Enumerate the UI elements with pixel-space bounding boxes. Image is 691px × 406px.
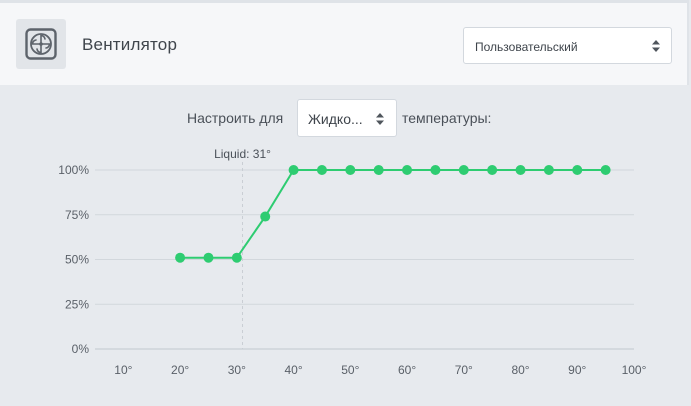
curve-point[interactable] xyxy=(458,165,469,175)
page-title: Вентилятор xyxy=(82,35,178,54)
x-tick-label: 90° xyxy=(568,363,586,377)
curve-point[interactable] xyxy=(600,165,611,175)
fan-header: Вентилятор Пользовательский xyxy=(0,0,689,85)
x-tick-label: 20° xyxy=(171,363,189,377)
fan-curve-chart[interactable]: Liquid: 31° 10° 20° 30° 40° 50° 60° 70° 80° 90° 1… xyxy=(0,140,691,406)
y-tick-label: 75% xyxy=(65,208,89,222)
temperature-label: температуры: xyxy=(402,110,492,126)
curve-point[interactable] xyxy=(572,165,583,175)
y-tick-label: 100% xyxy=(58,163,89,177)
fan-curve-line xyxy=(180,169,606,259)
temperature-marker: Liquid: 31° xyxy=(214,147,271,349)
x-tick-label: 70° xyxy=(455,363,473,377)
x-tick-label: 80° xyxy=(511,363,529,377)
x-tick-label: 10° xyxy=(114,363,132,377)
x-tick-label: 40° xyxy=(285,363,303,377)
curve-point[interactable] xyxy=(345,165,356,175)
curve-point[interactable] xyxy=(316,165,327,175)
configure-for-label: Настроить для xyxy=(187,110,284,126)
x-tick-label: 30° xyxy=(228,363,246,377)
y-tick-label: 50% xyxy=(65,253,89,267)
curve-point[interactable] xyxy=(175,252,186,263)
marker-label: Liquid: 31° xyxy=(214,147,271,161)
profile-select-value: Пользовательский xyxy=(475,40,578,54)
curve-point[interactable] xyxy=(515,165,526,175)
y-tick-label: 0% xyxy=(72,342,90,356)
curve-point[interactable] xyxy=(373,165,384,175)
x-tick-label: 60° xyxy=(398,363,416,377)
y-tick-label: 25% xyxy=(65,297,89,311)
fan-tile xyxy=(16,19,66,69)
fan-curve-points[interactable] xyxy=(175,165,611,263)
up-down-arrows-icon xyxy=(376,113,384,125)
curve-point[interactable] xyxy=(231,252,242,263)
chart-grid xyxy=(95,169,634,350)
curve-point[interactable] xyxy=(402,165,413,175)
up-down-arrows-icon xyxy=(652,40,660,52)
y-axis-ticks: 0% 25% 50% 75% 100% xyxy=(58,163,89,356)
curve-point[interactable] xyxy=(203,252,214,263)
x-axis-ticks: 10° 20° 30° 40° 50° 60° 70° 80° 90° 100° xyxy=(114,363,646,377)
x-tick-label: 100° xyxy=(622,363,647,377)
sensor-select[interactable]: Жидко... xyxy=(297,99,397,137)
sensor-config-row: Настроить для Жидко... температуры: xyxy=(0,99,691,137)
fan-icon xyxy=(25,28,57,60)
curve-point[interactable] xyxy=(487,165,498,175)
curve-point[interactable] xyxy=(430,165,441,175)
curve-point[interactable] xyxy=(260,211,271,222)
sensor-select-value: Жидко... xyxy=(308,111,363,127)
curve-point[interactable] xyxy=(543,165,554,175)
curve-point[interactable] xyxy=(288,165,299,175)
x-tick-label: 50° xyxy=(341,363,359,377)
curve-line xyxy=(180,169,606,259)
profile-select[interactable]: Пользовательский xyxy=(463,27,672,64)
